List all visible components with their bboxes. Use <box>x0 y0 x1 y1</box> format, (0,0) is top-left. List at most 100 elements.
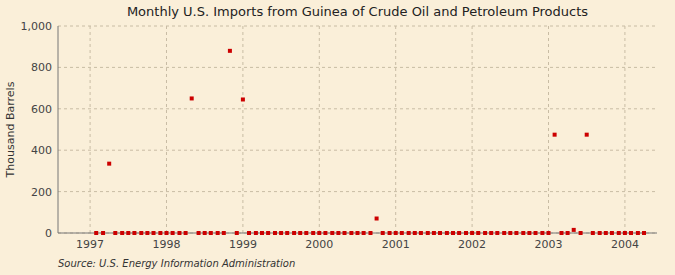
point <box>413 231 417 235</box>
point <box>579 231 583 235</box>
point <box>521 231 525 235</box>
y-tick-label: 1,000 <box>21 20 53 33</box>
point <box>94 231 98 235</box>
point <box>139 231 143 235</box>
x-tick-label: 2001 <box>382 238 410 251</box>
y-axis-line <box>58 26 59 233</box>
y-grid-line <box>58 26 657 27</box>
title: Monthly U.S. Imports from Guinea of Crud… <box>127 4 588 19</box>
y-tick-label: 800 <box>31 61 52 74</box>
point <box>394 231 398 235</box>
x-tick-label: 2003 <box>535 238 563 251</box>
point <box>445 231 449 235</box>
x-tick-label: 2000 <box>305 238 333 251</box>
point <box>311 231 315 235</box>
point <box>317 231 321 235</box>
point <box>190 96 194 100</box>
point <box>572 228 576 232</box>
x-grid-line <box>624 26 625 233</box>
point <box>254 231 258 235</box>
x-grid-line <box>90 26 91 233</box>
point <box>101 231 105 235</box>
point <box>356 231 360 235</box>
point <box>476 231 480 235</box>
point <box>113 231 117 235</box>
y-tick-label: 600 <box>31 103 52 116</box>
y-tick-label: 200 <box>31 186 52 199</box>
point <box>260 231 264 235</box>
point <box>241 97 245 101</box>
y-grid-line <box>58 108 657 109</box>
source-note: Source: U.S. Energy Information Administ… <box>58 258 295 269</box>
point <box>585 133 589 137</box>
point <box>591 231 595 235</box>
point <box>349 231 353 235</box>
point <box>566 231 570 235</box>
point <box>457 231 461 235</box>
point <box>323 231 327 235</box>
y-tick-label: 0 <box>45 227 52 240</box>
point <box>495 231 499 235</box>
point <box>145 231 149 235</box>
point <box>489 231 493 235</box>
x-tick-label: 1999 <box>229 238 257 251</box>
point <box>362 231 366 235</box>
point <box>426 231 430 235</box>
point <box>381 231 385 235</box>
point <box>527 231 531 235</box>
x-grid-line <box>472 26 473 233</box>
point <box>534 231 538 235</box>
point <box>266 231 270 235</box>
point <box>508 231 512 235</box>
point <box>540 231 544 235</box>
point <box>343 231 347 235</box>
x-grid-line <box>166 26 167 233</box>
point <box>216 231 220 235</box>
x-tick-label: 2002 <box>458 238 486 251</box>
x-grid-line <box>548 26 549 233</box>
x-tick-label: 2004 <box>611 238 639 251</box>
point <box>407 231 411 235</box>
point <box>228 49 232 53</box>
point <box>400 231 404 235</box>
point <box>629 231 633 235</box>
x-tick-label: 1997 <box>76 238 104 251</box>
x-tick-label: 1998 <box>152 238 180 251</box>
axes: 0 200 400 600 800 1,000 1997 1998 1999 2000 2001 20… <box>21 20 658 251</box>
x-grid-line <box>395 26 396 233</box>
point <box>336 231 340 235</box>
point <box>636 231 640 235</box>
point <box>177 231 181 235</box>
point <box>553 133 557 137</box>
point <box>247 231 251 235</box>
points <box>94 49 646 235</box>
point <box>419 231 423 235</box>
point <box>164 231 168 235</box>
point <box>642 231 646 235</box>
point <box>464 231 468 235</box>
point <box>285 231 289 235</box>
point <box>235 231 239 235</box>
point <box>197 231 201 235</box>
point <box>126 231 130 235</box>
y-grid-line <box>58 67 657 68</box>
point <box>279 231 283 235</box>
point <box>623 231 627 235</box>
point <box>604 231 608 235</box>
point <box>598 231 602 235</box>
point <box>203 231 207 235</box>
point <box>547 231 551 235</box>
point <box>107 162 111 166</box>
y-tick-label: 400 <box>31 144 52 157</box>
point <box>120 231 124 235</box>
point <box>610 231 614 235</box>
chart: Monthly U.S. Imports from Guinea of Crud… <box>0 0 675 275</box>
point <box>209 231 213 235</box>
point <box>438 231 442 235</box>
x-grid-line <box>242 26 243 233</box>
point <box>292 231 296 235</box>
point <box>171 231 175 235</box>
y-grid-line <box>58 150 657 151</box>
point <box>514 231 518 235</box>
point <box>222 231 226 235</box>
